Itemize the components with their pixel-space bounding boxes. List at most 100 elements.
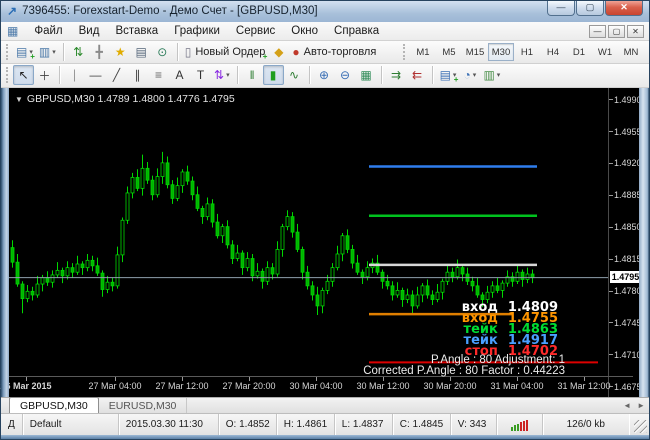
chart-tab-gbpusd-m30[interactable]: GBPUSD,M30 xyxy=(9,397,99,414)
new-chart-button[interactable]: ▤ + ▾ xyxy=(13,42,36,62)
menu-item-4[interactable]: Сервис xyxy=(235,24,276,37)
time-tick-mark xyxy=(450,376,451,381)
candle-body xyxy=(375,262,380,273)
metaeditor-button[interactable]: ◆ xyxy=(268,42,289,62)
price-tick-mark xyxy=(609,226,613,228)
candle-body xyxy=(295,231,300,250)
zoom-in-button[interactable]: ⊕ xyxy=(314,65,335,85)
zoom-out-button[interactable]: ⊖ xyxy=(335,65,356,85)
timeframe-h4-button[interactable]: H4 xyxy=(546,46,560,58)
timeframe-mn-button[interactable]: MN xyxy=(623,46,639,58)
trendline-tool-button[interactable]: ╱ xyxy=(106,65,127,85)
chart-shift-icon: ⇇ xyxy=(412,68,423,83)
candle-body xyxy=(200,207,205,217)
timeframe-m1-button[interactable]: M1 xyxy=(416,46,430,58)
candle-body xyxy=(340,235,345,255)
navigator-button[interactable]: ★ xyxy=(110,42,131,62)
cursor-tool-icon: ↖ xyxy=(18,68,29,83)
bar-chart-button[interactable]: ‖ xyxy=(242,65,263,85)
toolbar-grip[interactable] xyxy=(6,67,9,84)
child-close-button[interactable]: ✕ xyxy=(627,24,644,38)
candle-body xyxy=(130,176,135,194)
price-tick-mark xyxy=(609,290,613,292)
chevron-down-icon[interactable]: ▼ xyxy=(15,94,23,104)
price-tick-mark xyxy=(609,386,613,388)
auto-trading-button[interactable]: ● Авто-торговля xyxy=(289,42,379,62)
bar-low: L: 1.4837 xyxy=(335,414,393,435)
channel-tool-button[interactable]: ∥ xyxy=(127,65,148,85)
templates-button[interactable]: ▥ ▾ xyxy=(480,65,503,85)
child-restore-button[interactable]: ▢ xyxy=(608,24,625,38)
candle-body xyxy=(350,248,355,264)
child-minimize-button[interactable]: — xyxy=(589,24,606,38)
timeframe-m5-button[interactable]: M5 xyxy=(442,46,456,58)
vertical-line-tool-button[interactable]: ｜ xyxy=(64,65,85,85)
minimize-button[interactable]: — xyxy=(547,1,575,16)
timeframe-d1-button[interactable]: D1 xyxy=(572,46,586,58)
tile-windows-button[interactable]: ▦ xyxy=(356,65,377,85)
periods-button[interactable]: ◔ ▾ xyxy=(459,65,480,85)
crosshair-tool-button[interactable]: ＋ xyxy=(34,65,55,85)
menu-item-6[interactable]: Справка xyxy=(334,24,380,37)
timeframe-h1-button[interactable]: H1 xyxy=(520,46,534,58)
fibonacci-tool-icon: ≡ xyxy=(154,68,162,83)
menu-item-2[interactable]: Вставка xyxy=(115,24,159,37)
candle-body xyxy=(70,266,75,273)
candlestick-chart[interactable] xyxy=(9,88,608,399)
new-order-button[interactable]: ▯ + Новый Ордер xyxy=(182,42,269,62)
cursor-tool-button[interactable]: ↖ xyxy=(13,65,34,86)
tab-scroll-right-icon[interactable]: ► xyxy=(637,401,645,411)
candle-body xyxy=(240,252,245,268)
time-axis-label: 27 Mar 20:00 xyxy=(222,380,276,391)
auto-scroll-button[interactable]: ⇉ xyxy=(386,65,407,85)
terminal-button[interactable]: ▤ xyxy=(131,42,152,62)
dropdown-arrow-icon: ▾ xyxy=(29,48,33,56)
chart-tab-eurusd-m30[interactable]: EURUSD,M30 xyxy=(99,398,188,414)
indicators-button[interactable]: ▤ + ▾ xyxy=(437,65,460,85)
timeframe-m15-button[interactable]: M15 xyxy=(465,46,485,58)
candle-body xyxy=(430,294,435,300)
tab-scroll-left-icon[interactable]: ◄ xyxy=(623,401,632,411)
app-icon: ↗ xyxy=(7,4,18,19)
menu-item-5[interactable]: Окно xyxy=(291,24,319,37)
price-axis-label: 1.4710 xyxy=(614,349,642,360)
maximize-button[interactable]: ▢ xyxy=(576,1,604,16)
arrows-tool-button[interactable]: ⇅ ▾ xyxy=(211,65,233,85)
text-label-tool-button[interactable]: T xyxy=(190,65,211,85)
price-axis[interactable]: 1.4990 1.4955 1.4920 1.4885 1.4850 1.4815 1.47… xyxy=(608,87,642,399)
profile-name: Default xyxy=(23,414,119,435)
candlestick-chart-button[interactable]: ▮ xyxy=(262,65,284,86)
timeframe-m30-button[interactable]: M30 xyxy=(488,42,514,61)
strategy-tester-button[interactable]: ⊙ xyxy=(152,42,173,62)
zoom-out-icon: ⊖ xyxy=(340,68,351,83)
toolbar-grip[interactable] xyxy=(6,43,9,60)
text-tool-button[interactable]: A xyxy=(169,65,190,85)
time-axis[interactable]: 26 Mar 2015 27 Mar 04:00 27 Mar 12:00 27 Ma… xyxy=(0,375,633,399)
fibonacci-tool-button[interactable]: ≡ xyxy=(148,65,169,85)
candle-body xyxy=(255,270,260,276)
title-bar[interactable]: ↗ 7396455: Forexstart-Demo - Демо Счет -… xyxy=(1,1,649,22)
time-tick-mark xyxy=(517,376,518,381)
time-axis-label: 30 Mar 04:00 xyxy=(289,380,343,391)
market-watch-button[interactable]: ⇅ xyxy=(68,42,89,62)
candle-body xyxy=(135,176,140,189)
data-window-button[interactable]: ╋ xyxy=(89,42,110,62)
window-resize-grip[interactable] xyxy=(634,420,647,433)
window-bottom-border xyxy=(1,435,649,439)
timeframe-w1-button[interactable]: W1 xyxy=(597,46,613,58)
toolbar-grip[interactable] xyxy=(403,43,406,60)
price-axis-label: 1.4815 xyxy=(614,254,642,265)
chart-shift-button[interactable]: ⇇ xyxy=(407,65,428,85)
menu-item-0[interactable]: Файл xyxy=(34,24,63,37)
line-chart-button[interactable]: ∿ xyxy=(284,65,305,85)
menu-item-1[interactable]: Вид xyxy=(78,24,100,37)
chart-plot-area[interactable]: ▼ GBPUSD,M30 1.4789 1.4800 1.4776 1.4795 … xyxy=(9,88,608,399)
terminal-icon: ▤ xyxy=(135,44,147,59)
close-button[interactable]: ✕ xyxy=(605,1,643,16)
horizontal-line-tool-button[interactable]: — xyxy=(85,65,106,85)
menu-item-3[interactable]: Графики xyxy=(174,24,220,37)
profiles-button[interactable]: ▥ ▾ xyxy=(36,42,59,62)
annotation-label: вход xyxy=(461,310,498,326)
price-axis-label: 1.4780 xyxy=(614,286,642,297)
